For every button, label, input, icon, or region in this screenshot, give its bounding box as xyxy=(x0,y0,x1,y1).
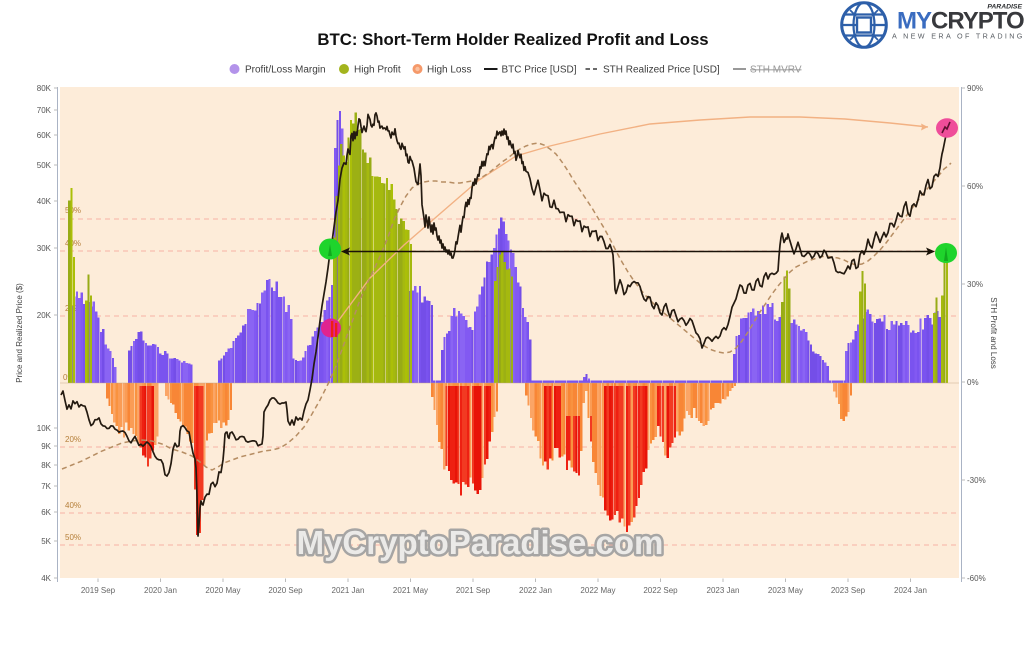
svg-text:40%: 40% xyxy=(65,239,81,248)
svg-text:2021 Jan: 2021 Jan xyxy=(332,586,365,595)
svg-text:PARADISE: PARADISE xyxy=(987,4,1022,11)
svg-text:2021 May: 2021 May xyxy=(393,586,428,595)
svg-text:2022 May: 2022 May xyxy=(580,586,615,595)
svg-text:High Profit: High Profit xyxy=(354,65,401,76)
svg-text:-60%: -60% xyxy=(967,574,986,583)
svg-text:90%: 90% xyxy=(967,84,983,93)
svg-text:4K: 4K xyxy=(41,574,51,583)
svg-text:50K: 50K xyxy=(37,161,52,170)
svg-text:-30%: -30% xyxy=(967,476,986,485)
svg-text:80K: 80K xyxy=(37,84,52,93)
svg-text:High Loss: High Loss xyxy=(427,65,471,76)
svg-text:2022 Sep: 2022 Sep xyxy=(643,586,678,595)
svg-text:STH MVRV: STH MVRV xyxy=(750,65,802,76)
svg-text:20%: 20% xyxy=(65,435,81,444)
svg-text:2023 May: 2023 May xyxy=(768,586,803,595)
svg-text:2023 Sep: 2023 Sep xyxy=(831,586,866,595)
svg-text:MYCRYPTO: MYCRYPTO xyxy=(897,7,1024,34)
svg-text:2019 Sep: 2019 Sep xyxy=(81,586,116,595)
svg-text:Profit/Loss Margin: Profit/Loss Margin xyxy=(245,65,326,76)
svg-text:2022 Jan: 2022 Jan xyxy=(519,586,552,595)
svg-text:2023 Jan: 2023 Jan xyxy=(707,586,740,595)
svg-text:2021 Sep: 2021 Sep xyxy=(456,586,491,595)
svg-text:10K: 10K xyxy=(37,424,52,433)
svg-text:8K: 8K xyxy=(41,461,51,470)
svg-text:9K: 9K xyxy=(41,442,51,451)
svg-text:2024 Jan: 2024 Jan xyxy=(894,586,927,595)
svg-text:2020 May: 2020 May xyxy=(205,586,240,595)
svg-text:50%: 50% xyxy=(65,533,81,542)
svg-text:2020 Sep: 2020 Sep xyxy=(268,586,303,595)
svg-text:40K: 40K xyxy=(37,197,52,206)
svg-text:6K: 6K xyxy=(41,508,51,517)
svg-text:60%: 60% xyxy=(967,182,983,191)
svg-text:20K: 20K xyxy=(37,311,52,320)
svg-text:STH Realized Price [USD]: STH Realized Price [USD] xyxy=(603,65,720,76)
svg-text:BTC: Short-Term Holder Realize: BTC: Short-Term Holder Realized Profit a… xyxy=(317,30,708,49)
svg-text:60K: 60K xyxy=(37,131,52,140)
svg-text:40%: 40% xyxy=(65,501,81,510)
svg-text:30%: 30% xyxy=(967,280,983,289)
svg-text:50%: 50% xyxy=(65,206,81,215)
svg-text:2020 Jan: 2020 Jan xyxy=(144,586,177,595)
svg-text:7K: 7K xyxy=(41,482,51,491)
svg-text:0%: 0% xyxy=(967,378,979,387)
svg-text:STH Profit and Loss: STH Profit and Loss xyxy=(989,297,998,369)
svg-text:BTC Price [USD]: BTC Price [USD] xyxy=(502,65,577,76)
svg-text:70K: 70K xyxy=(37,106,52,115)
svg-text:Price and Realized Price ($): Price and Realized Price ($) xyxy=(15,283,24,383)
svg-text:MyCryptoParadise.com: MyCryptoParadise.com xyxy=(297,524,664,561)
svg-text:30K: 30K xyxy=(37,244,52,253)
svg-text:A NEW ERA OF TRADING: A NEW ERA OF TRADING xyxy=(892,32,1024,41)
svg-text:5K: 5K xyxy=(41,537,51,546)
